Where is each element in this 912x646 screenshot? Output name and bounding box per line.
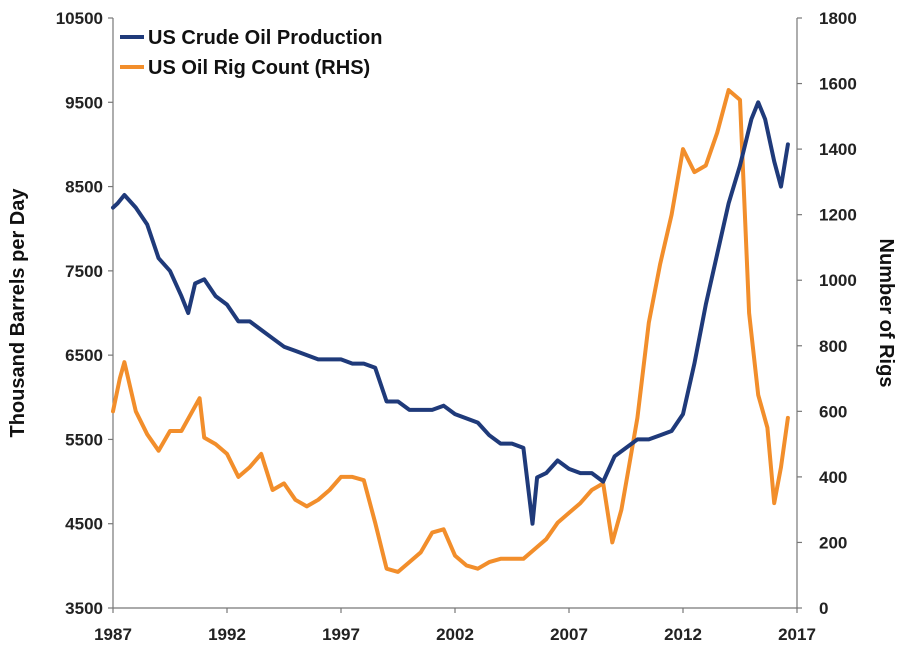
y-tick-label-right: 1000: [819, 271, 857, 290]
y-tick-label-left: 5500: [65, 430, 103, 449]
x-tick-label: 2012: [664, 625, 702, 644]
series-lines: [111, 88, 790, 574]
y-tick-label-right: 1600: [819, 75, 857, 94]
series-line-production: [111, 100, 790, 526]
y-tick-label-left: 7500: [65, 262, 103, 281]
y-tick-label-left: 3500: [65, 599, 103, 618]
y-tick-label-left: 4500: [65, 515, 103, 534]
x-tick-label: 1997: [322, 625, 360, 644]
y-tick-label-right: 800: [819, 337, 847, 356]
y-tick-label-left: 10500: [56, 9, 103, 28]
y-tick-label-right: 1400: [819, 140, 857, 159]
x-tick-label: 2017: [778, 625, 816, 644]
y-tick-label-left: 6500: [65, 346, 103, 365]
y-axis-title-left: Thousand Barrels per Day: [7, 188, 29, 438]
y-tick-label-left: 8500: [65, 178, 103, 197]
x-tick-label: 1992: [208, 625, 246, 644]
y-tick-label-right: 0: [819, 599, 828, 618]
x-tick-label: 2007: [550, 625, 588, 644]
y-axis-title-right: Number of Rigs: [875, 239, 897, 388]
legend-label-rig-count: US Oil Rig Count (RHS): [148, 57, 370, 79]
axes: [108, 17, 802, 613]
x-tick-label: 2002: [436, 625, 474, 644]
y-tick-label-left: 9500: [65, 93, 103, 112]
y-tick-label-right: 600: [819, 402, 847, 421]
tick-labels: 1987 1992 1997 2002 2007 2012 2017 3500 4500 5500…: [56, 9, 857, 644]
y-tick-label-right: 1800: [819, 9, 857, 28]
y-tick-label-right: 200: [819, 533, 847, 552]
legend-label-production: US Crude Oil Production: [148, 27, 382, 49]
x-tick-label: 1987: [94, 625, 132, 644]
y-tick-label-right: 1200: [819, 206, 857, 225]
series-line-rig-count: [111, 88, 790, 574]
y-tick-label-right: 400: [819, 468, 847, 487]
legend: US Crude Oil Production US Oil Rig Count…: [120, 27, 382, 79]
